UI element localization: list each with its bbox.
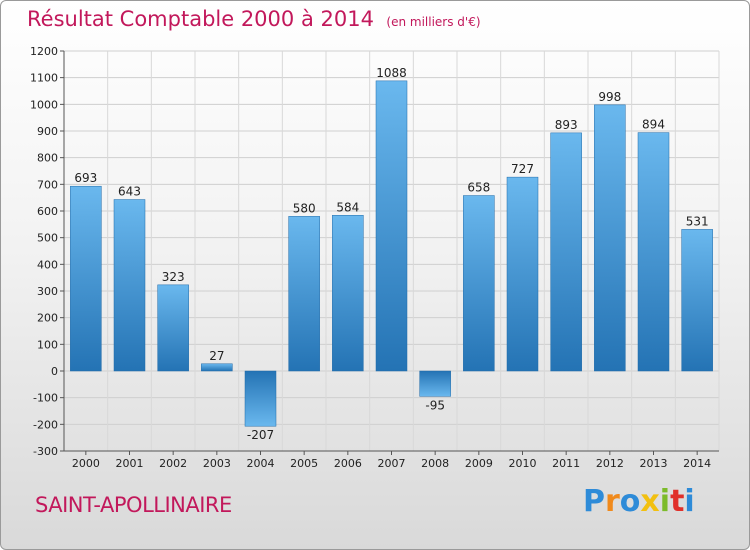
bar-2013 — [637, 132, 670, 372]
x-tick-label: 2002 — [159, 457, 187, 470]
data-label-2005: 580 — [293, 201, 316, 215]
bar-2006 — [332, 215, 364, 372]
y-tick-label: 600 — [37, 205, 58, 218]
bar-2001 — [113, 199, 146, 372]
data-label-2004: -207 — [247, 428, 274, 442]
x-tick-label: 2008 — [421, 457, 449, 470]
data-label-2010: 727 — [511, 162, 534, 176]
data-label-2000: 693 — [74, 171, 97, 185]
x-tick-label: 2014 — [683, 457, 711, 470]
brand-letter: r — [605, 484, 620, 519]
x-tick-label: 2005 — [290, 457, 318, 470]
brand-letter: i — [684, 484, 695, 519]
x-tick-label: 2010 — [509, 457, 537, 470]
commune-name: SAINT-APOLLINAIRE — [35, 493, 232, 517]
data-label-2013: 894 — [642, 118, 665, 132]
data-label-2001: 643 — [118, 185, 141, 199]
y-tick-label: 100 — [37, 338, 58, 351]
bar-2012 — [594, 104, 626, 372]
bar-2007 — [375, 80, 408, 372]
axes: -300 -200 -100 0 100 200 300 400 500 600 700 800 900… — [30, 45, 719, 470]
bar-2003 — [201, 363, 233, 372]
bars — [70, 80, 713, 427]
bar-2014 — [681, 229, 713, 372]
x-tick-label: 2001 — [116, 457, 144, 470]
brand-letter: x — [640, 484, 660, 519]
brand-letter: P — [583, 484, 605, 519]
x-tick-label: 2003 — [203, 457, 231, 470]
bar-2004 — [244, 370, 277, 427]
x-tick-label: 2009 — [465, 457, 493, 470]
data-label-2006: 584 — [336, 200, 359, 214]
value-labels: 693 643 323 27 -207 580 584 1088 -95 658 727 893 998… — [74, 66, 708, 442]
data-label-2007: 1088 — [376, 66, 407, 80]
x-tick-label: 2007 — [378, 457, 406, 470]
x-tick-label: 2000 — [72, 457, 100, 470]
brand-letter: i — [659, 484, 671, 519]
y-tick-label: -300 — [33, 445, 58, 458]
bar-2011 — [550, 132, 582, 372]
y-tick-label: 200 — [37, 312, 58, 325]
y-tick-label: 500 — [37, 232, 58, 245]
y-tick-label: 300 — [37, 285, 58, 298]
bar-2005 — [288, 216, 320, 372]
brand-logo: Proxiti — [583, 484, 695, 519]
data-label-2008: -95 — [425, 398, 445, 412]
y-tick-label: 700 — [37, 178, 58, 191]
x-tick-label: 2006 — [334, 457, 362, 470]
y-tick-label: 800 — [37, 152, 58, 165]
x-tick-label: 2012 — [596, 457, 624, 470]
title-block: Résultat Comptable 2000 à 2014 (en milli… — [27, 7, 481, 31]
chart-subtitle: (en milliers d'€) — [386, 15, 481, 29]
y-tick-label: 1100 — [30, 72, 58, 85]
y-tick-label: 900 — [37, 125, 58, 138]
bar-2010 — [506, 176, 539, 372]
y-tick-label: 1200 — [30, 45, 58, 58]
y-tick-label: 0 — [51, 365, 58, 378]
chart-title: Résultat Comptable 2000 à 2014 — [27, 7, 374, 31]
data-label-2002: 323 — [162, 270, 185, 284]
brand-letter: o — [619, 484, 641, 519]
data-label-2011: 893 — [555, 118, 578, 132]
y-tick-label: -100 — [33, 392, 58, 405]
y-tick-label: -200 — [33, 418, 58, 431]
bar-2009 — [463, 195, 495, 372]
brand-letter: t — [670, 484, 685, 519]
x-tick-label: 2004 — [247, 457, 275, 470]
y-tick-label: 400 — [37, 258, 58, 271]
bar-2008 — [419, 370, 451, 397]
bar-2000 — [70, 185, 102, 372]
y-tick-label: 1000 — [30, 98, 58, 111]
data-label-2003: 27 — [209, 349, 224, 363]
data-label-2012: 998 — [598, 90, 621, 104]
x-tick-label: 2011 — [552, 457, 580, 470]
data-label-2014: 531 — [686, 214, 709, 228]
data-label-2009: 658 — [467, 181, 490, 195]
x-tick-label: 2013 — [640, 457, 668, 470]
bar-2002 — [157, 284, 189, 372]
